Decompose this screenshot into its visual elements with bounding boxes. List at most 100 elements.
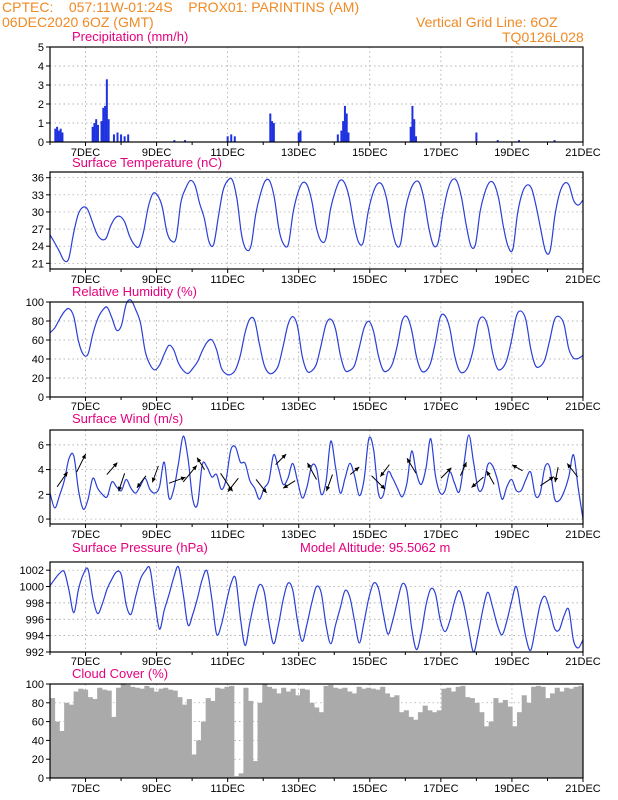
cloud-bar (479, 712, 485, 778)
wind-xtick-label: 17DEC (423, 529, 459, 541)
wind-ytick-label: 4 (38, 465, 44, 477)
wind-xtick-label: 7DEC (71, 529, 100, 541)
precip-ytick-label: 0 (38, 137, 44, 149)
cloud-bar (540, 686, 546, 778)
temp-ytick-label: 27 (32, 224, 44, 236)
cloud-bar (177, 697, 183, 778)
rh-ytick-label: 80 (32, 316, 44, 328)
precip-bar (116, 132, 119, 142)
cloud-bar (144, 685, 150, 778)
cloud-bar (554, 687, 560, 778)
cloud-ytick-label: 100 (26, 679, 44, 691)
cloud-bar (394, 695, 400, 778)
cloud-bar (172, 690, 178, 778)
pres-xtick-label: 21DEC (565, 656, 601, 668)
precip-xtick-label: 17DEC (423, 147, 459, 159)
cloud-bar (384, 693, 391, 778)
pres-xtick-label: 17DEC (423, 656, 459, 668)
precip-bar (336, 134, 339, 142)
precip-ytick-label: 5 (38, 42, 44, 54)
wind-arrowhead (63, 471, 68, 477)
temp-ytick-label: 24 (32, 241, 44, 253)
cloud-bar (549, 693, 556, 778)
cloud-bar (149, 687, 155, 778)
cloud-bar (120, 684, 126, 778)
cloud-bar (446, 687, 452, 778)
cloud-bar (512, 726, 518, 778)
wind-arrowhead (486, 470, 491, 476)
wind-arrowhead (136, 482, 142, 488)
cloud-bar (229, 685, 235, 778)
cloud-bar (83, 689, 89, 778)
precip-panel: 0 1 2 3 4 5 7DEC 9DEC 11DEC 13DEC 15DEC 17DEC 19DEC 2… (38, 29, 601, 159)
temp-xtick-label: 9DEC (142, 274, 171, 286)
cloud-bar (568, 688, 574, 778)
precip-ytick-label: 2 (38, 99, 44, 111)
cloud-bar (252, 761, 258, 778)
cloud-bar (389, 697, 395, 778)
wind-arrowhead (307, 462, 312, 468)
wind-ytick-label: 6 (38, 440, 44, 452)
cloud-bar (163, 687, 169, 778)
rh-xtick-label: 21DEC (565, 401, 601, 413)
cloud-bar (578, 685, 584, 778)
cloud-ytick-label: 60 (32, 717, 44, 729)
wind-arrowhead (471, 482, 477, 488)
cloud-bar (370, 688, 376, 778)
cloud-bar (97, 687, 103, 778)
cloud-bar (233, 776, 240, 778)
cloud-bar (111, 716, 117, 778)
temp-series-line (49, 177, 584, 263)
precip-xtick-label: 9DEC (142, 147, 171, 159)
cloud-bar (215, 687, 221, 778)
rh-xtick-label: 13DEC (281, 401, 317, 413)
precip-bar (61, 132, 64, 142)
cloud-bar (545, 698, 551, 778)
cloud-bar (333, 687, 339, 778)
precip-bar (100, 121, 103, 142)
cloud-bar (54, 721, 60, 778)
precip-bar (340, 130, 343, 142)
cloud-bar (182, 704, 188, 778)
pres-xtick-label: 15DEC (352, 656, 388, 668)
rh-xtick-label: 15DEC (352, 401, 388, 413)
cloud-xtick-label: 17DEC (423, 783, 459, 795)
pres-series-line (49, 565, 584, 653)
rh-frame (49, 301, 584, 398)
wind-xtick-label: 19DEC (494, 529, 530, 541)
rh-xtick-label: 17DEC (423, 401, 459, 413)
precip-xtick-label: 15DEC (352, 147, 388, 159)
cloud-bar (243, 687, 249, 778)
precip-xtick-label: 13DEC (281, 147, 317, 159)
wind-panel: 0 2 4 6 7DEC 9DEC 11DEC 13DEC 15DEC 17DEC 19DEC 21D… (38, 411, 601, 541)
precip-bar (104, 105, 107, 142)
cloud-xtick-label: 9DEC (142, 783, 171, 795)
temp-ytick-label: 21 (32, 258, 44, 270)
cloud-bar (441, 688, 447, 778)
precip-bar (120, 134, 123, 142)
cloud-xtick-label: 19DEC (494, 783, 530, 795)
precip-bar (271, 121, 274, 142)
cloud-bar (469, 698, 475, 778)
pres-ytick-label: 1002 (20, 565, 44, 577)
wind-arrowhead (354, 467, 360, 472)
wind-arrowhead (567, 463, 572, 469)
wind-ytick-label: 2 (38, 489, 44, 501)
precip-bar (413, 119, 416, 142)
precip-xtick-label: 7DEC (71, 147, 100, 159)
wind-arrowhead (325, 486, 331, 492)
precip-bar (272, 123, 275, 142)
cloud-bar (130, 686, 136, 778)
pres-xtick-label: 19DEC (494, 656, 530, 668)
cloud-bar (92, 699, 98, 778)
cloud-bar (116, 687, 122, 778)
precip-bar (414, 136, 417, 142)
precip-bar (297, 132, 300, 142)
rh-series-line (49, 299, 584, 376)
cloud-bar (455, 686, 461, 778)
precip-xtick-label: 21DEC (565, 147, 601, 159)
wind-xtick-label: 11DEC (210, 529, 245, 541)
cloud-bar (427, 710, 433, 778)
cloud-bar (526, 702, 532, 778)
precip-bar (107, 119, 110, 142)
